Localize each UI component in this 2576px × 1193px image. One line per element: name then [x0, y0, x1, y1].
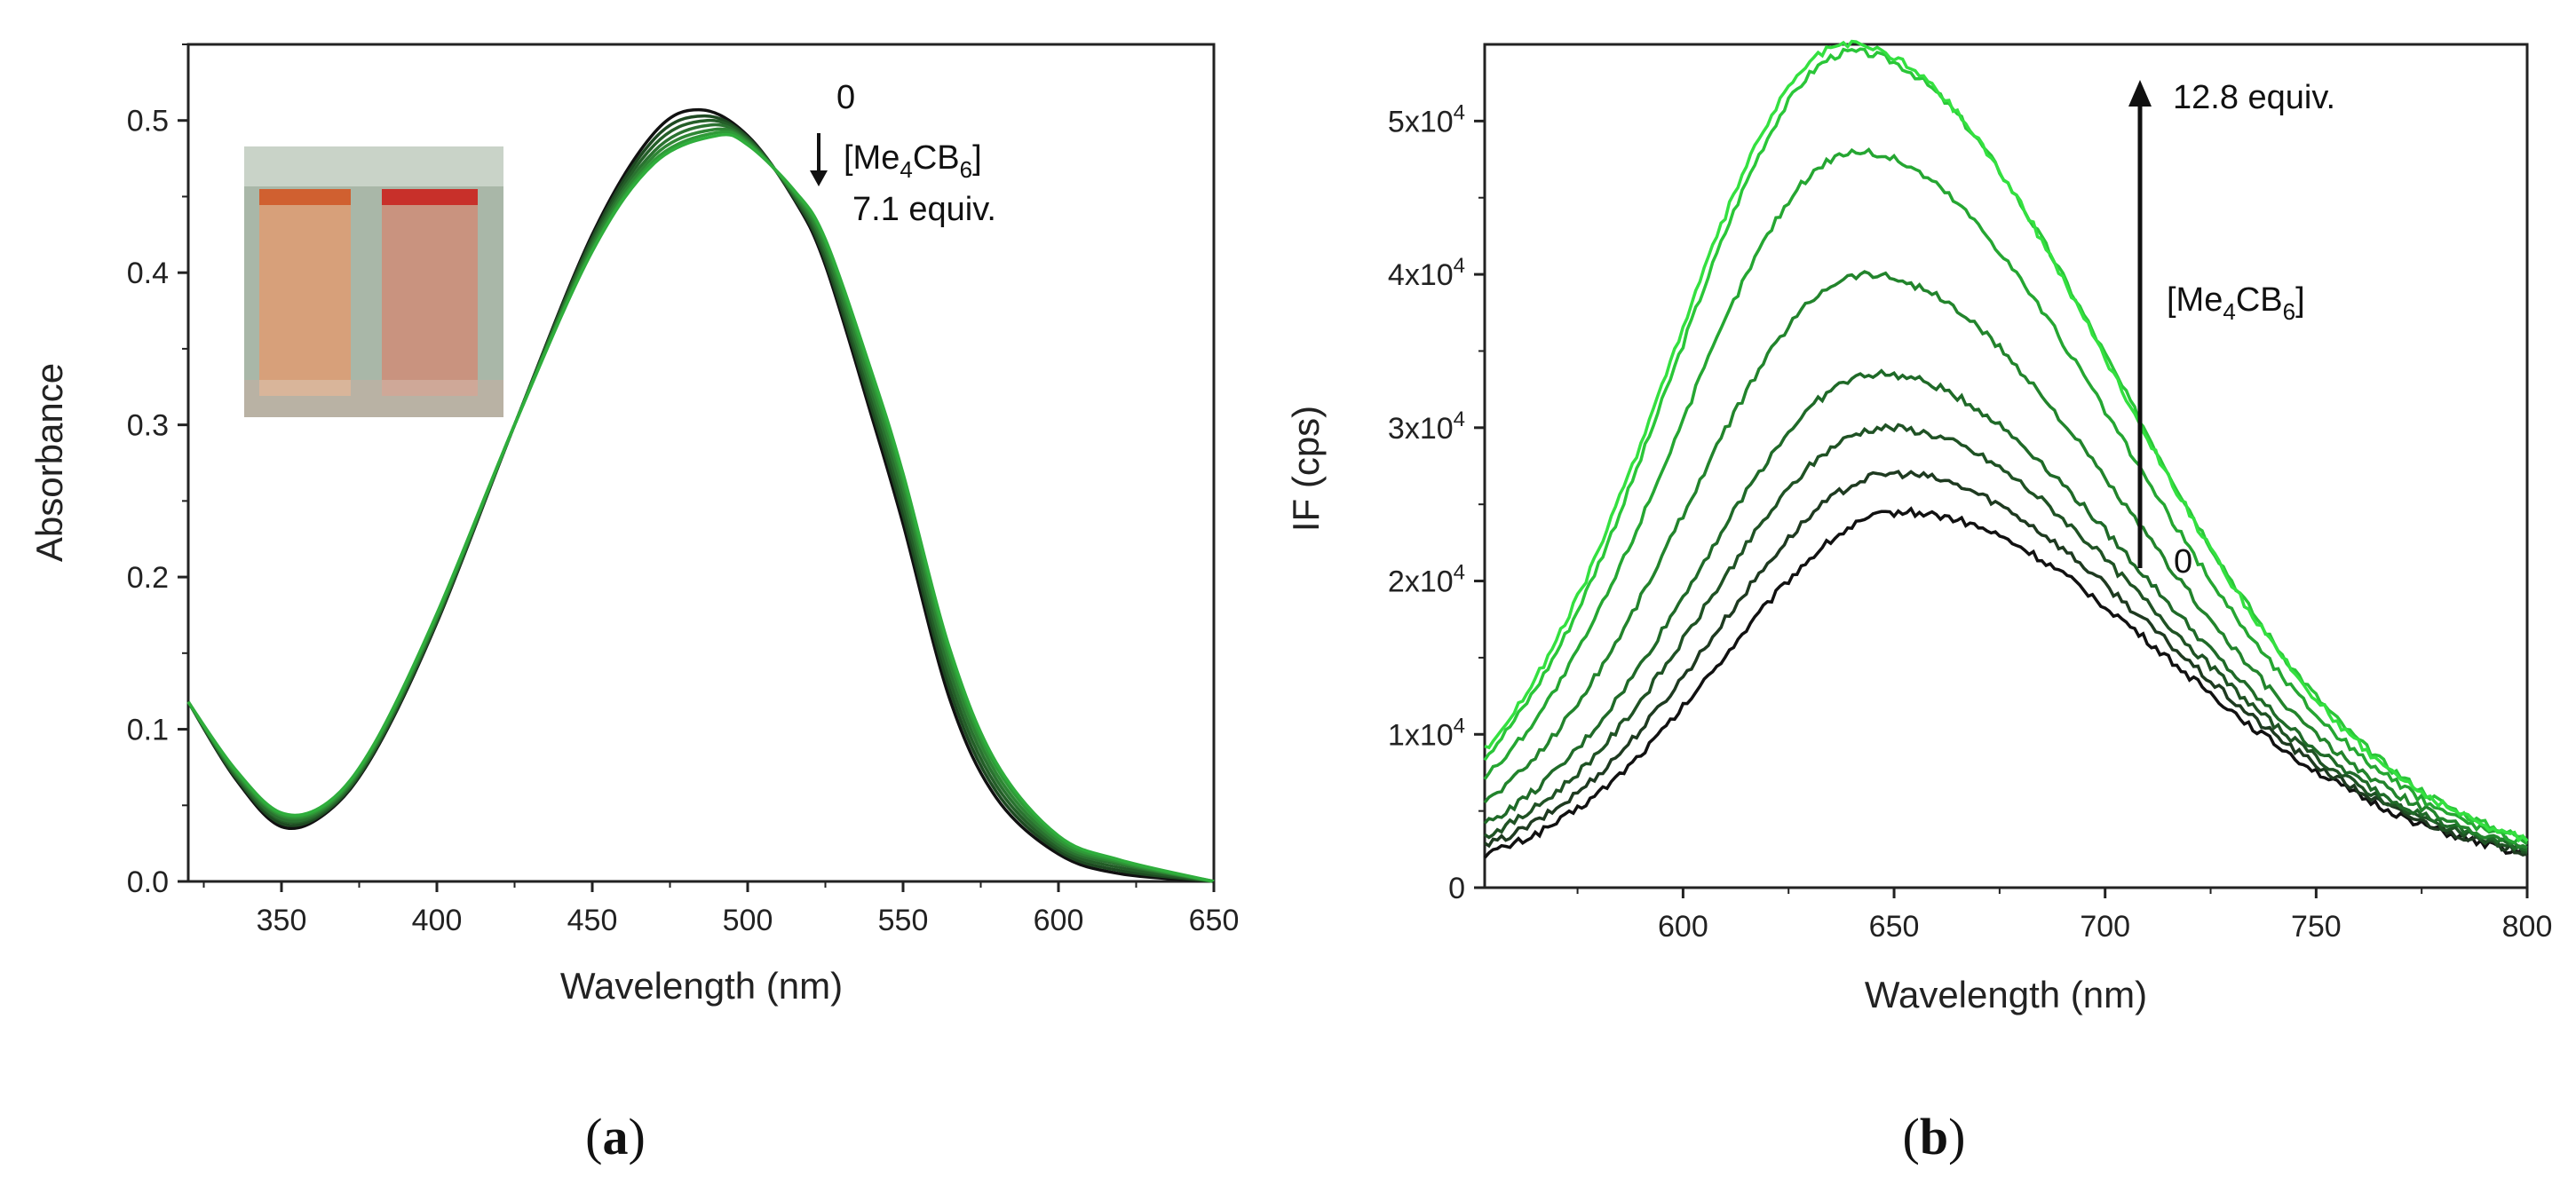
x-tick-label-a: 650: [1189, 904, 1240, 937]
y-tick-label-a: 0.4: [127, 257, 169, 290]
x-tick-label-a: 500: [723, 904, 773, 937]
cuvette-orange: [259, 189, 351, 380]
panel-a-absorbance-chart: 350 400 450 500 550 600 650 0.0 0.1 0.2 0.3 0.4 0.5…: [28, 43, 1240, 1007]
x-tick-label-b: 750: [2291, 910, 2342, 944]
fluorescence-series-5: [1483, 147, 2529, 846]
annotation-titrant-a: [Me4CB6]: [844, 139, 982, 183]
annotation-start-a: 0: [836, 79, 855, 116]
y-tick-label-a: 0.3: [127, 409, 169, 443]
y-tick-label-a: 0.0: [127, 865, 169, 899]
panel-b-fluorescence-chart: 600 650 700 750 800 0 1x104 2x104 3x104 4x104 5x1…: [1285, 39, 2553, 1015]
fluorescence-series-3: [1483, 368, 2528, 852]
x-axis-title-b: Wavelength (nm): [1865, 974, 2147, 1015]
y-tick-label-b: 5x104: [1388, 100, 1465, 138]
series-group-a: [186, 107, 1215, 883]
y-tick-label-a: 0.5: [127, 105, 169, 138]
down-arrow: [810, 133, 828, 186]
x-tick-label-a: 550: [878, 904, 929, 937]
annotation-end-a: 7.1 equiv.: [852, 191, 996, 228]
x-tick-label-a: 350: [257, 904, 307, 937]
x-tick-label-b: 600: [1658, 910, 1708, 944]
fluorescence-series-2: [1484, 423, 2527, 854]
x-axis-ticks-a: 350 400 450 500 550 600 650: [202, 881, 1240, 937]
series-group-b: [1483, 39, 2529, 859]
y-tick-label-b: 2x104: [1388, 561, 1465, 599]
plot-frame-b: [1483, 43, 2529, 889]
absorbance-series-6: [186, 132, 1215, 883]
x-tick-label-b: 700: [2080, 910, 2130, 944]
y-axis-title-b: IF (cps): [1285, 406, 1327, 532]
x-axis-ticks-b: 600 650 700 750 800: [1576, 888, 2553, 944]
fluorescence-series-1: [1484, 470, 2528, 857]
fluorescence-series-4: [1483, 270, 2528, 849]
x-tick-label-b: 650: [1869, 910, 1920, 944]
cuvette-pink: [382, 189, 478, 380]
inset-cuvette-photo: [244, 146, 503, 417]
annotation-titrant-b: [Me4CB6]: [2167, 281, 2305, 325]
x-tick-label-a: 400: [412, 904, 463, 937]
y-tick-label-b: 4x104: [1388, 254, 1465, 292]
x-tick-label-b: 800: [2502, 910, 2553, 944]
plot-frame-a: [186, 43, 1216, 883]
panel-label-a: (a): [585, 1108, 646, 1165]
y-tick-label-b: 0: [1448, 872, 1465, 905]
y-tick-label-b: 3x104: [1388, 407, 1465, 446]
y-axis-ticks-a: 0.0 0.1 0.2 0.3 0.4 0.5: [127, 43, 188, 899]
up-arrow: [2128, 80, 2152, 568]
y-tick-label-b: 1x104: [1388, 714, 1465, 752]
y-tick-label-a: 0.2: [127, 561, 169, 595]
panel-label-b: (b): [1903, 1108, 1966, 1165]
y-axis-ticks-b: 0 1x104 2x104 3x104 4x104 5x104: [1388, 100, 1485, 905]
x-tick-label-a: 450: [567, 904, 618, 937]
fluorescence-series-0: [1483, 506, 2529, 859]
x-axis-title-a: Wavelength (nm): [560, 965, 843, 1007]
y-axis-title-a: Absorbance: [28, 363, 70, 562]
x-tick-label-a: 600: [1034, 904, 1084, 937]
y-tick-label-a: 0.1: [127, 714, 169, 747]
fluorescence-series-7: [1484, 39, 2529, 843]
annotation-start-b: 0: [2174, 543, 2192, 581]
annotation-end-b: 12.8 equiv.: [2173, 79, 2335, 116]
